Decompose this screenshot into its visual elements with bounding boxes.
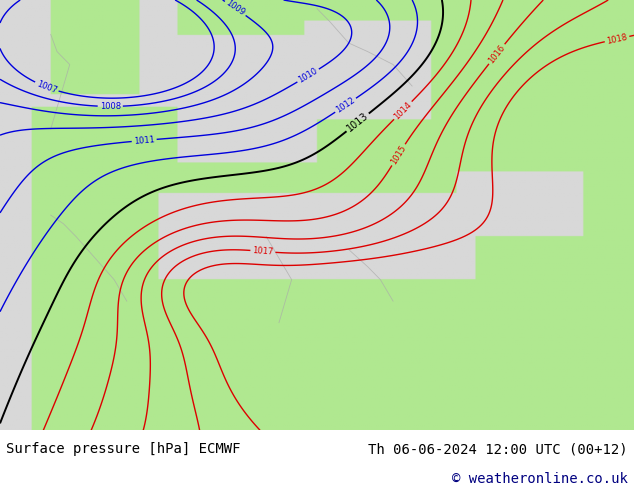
Text: 1016: 1016 — [487, 43, 507, 65]
Text: 1018: 1018 — [605, 32, 628, 46]
Text: Surface pressure [hPa] ECMWF: Surface pressure [hPa] ECMWF — [6, 442, 241, 456]
Text: © weatheronline.co.uk: © weatheronline.co.uk — [452, 472, 628, 486]
Text: 1007: 1007 — [35, 79, 58, 95]
Text: 1009: 1009 — [224, 0, 247, 18]
Text: 1008: 1008 — [100, 102, 121, 111]
Text: Th 06-06-2024 12:00 UTC (00+12): Th 06-06-2024 12:00 UTC (00+12) — [368, 442, 628, 456]
Text: 1012: 1012 — [334, 96, 357, 115]
Text: 1017: 1017 — [252, 246, 274, 257]
Text: 1015: 1015 — [389, 144, 408, 166]
Text: 1014: 1014 — [392, 100, 413, 121]
Text: 1010: 1010 — [297, 66, 320, 85]
Text: 1013: 1013 — [345, 111, 370, 134]
Text: 1011: 1011 — [133, 135, 155, 146]
